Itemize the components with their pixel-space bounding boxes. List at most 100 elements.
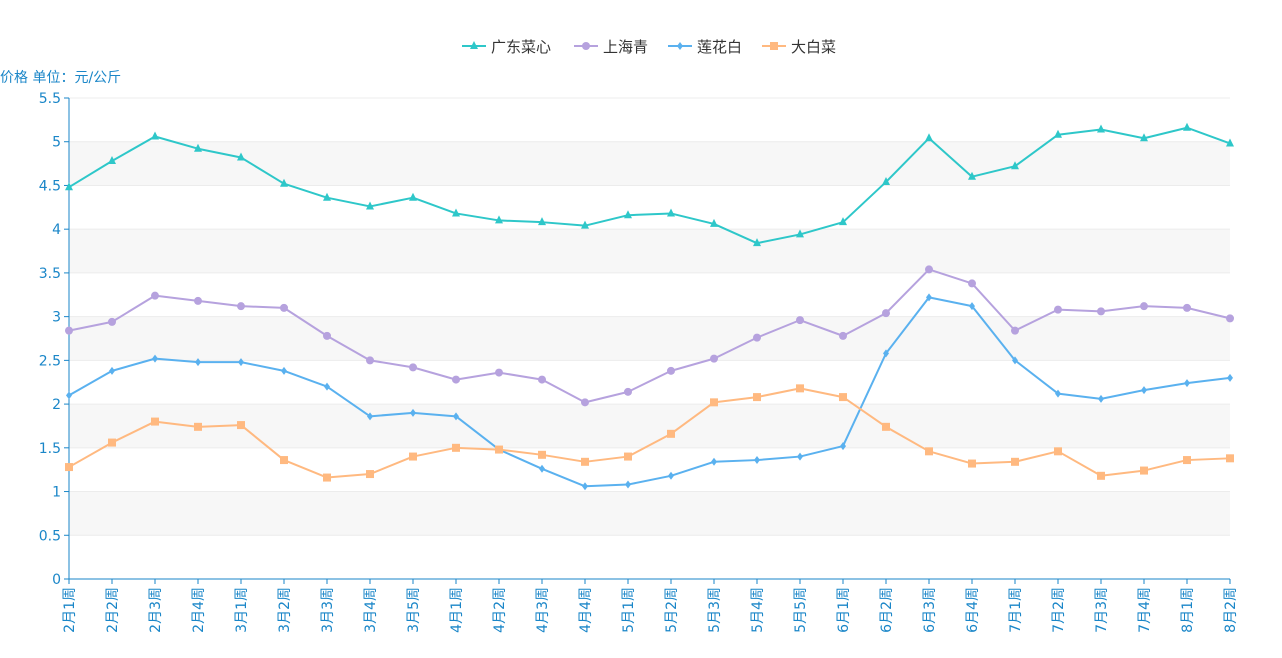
data-point[interactable]: [1097, 471, 1105, 480]
data-point[interactable]: [109, 366, 115, 375]
data-point[interactable]: [926, 293, 932, 302]
data-point[interactable]: [194, 422, 202, 431]
data-point[interactable]: [797, 452, 803, 461]
data-point[interactable]: [452, 375, 460, 384]
data-point[interactable]: [1140, 133, 1148, 142]
data-point[interactable]: [108, 317, 116, 326]
data-point[interactable]: [753, 333, 761, 342]
data-point[interactable]: [409, 363, 417, 372]
data-point[interactable]: [409, 452, 417, 461]
data-point[interactable]: [581, 398, 589, 407]
data-point[interactable]: [1183, 303, 1191, 312]
data-point[interactable]: [324, 382, 330, 391]
data-point[interactable]: [1054, 129, 1062, 138]
data-point[interactable]: [1226, 454, 1234, 463]
legend-item[interactable]: 大白菜: [762, 38, 836, 56]
data-point[interactable]: [1098, 394, 1104, 403]
data-point[interactable]: [538, 375, 546, 384]
data-point[interactable]: [1183, 122, 1191, 131]
data-point[interactable]: [925, 133, 933, 142]
data-point[interactable]: [452, 208, 460, 217]
data-point[interactable]: [410, 408, 416, 417]
data-point[interactable]: [840, 442, 846, 451]
data-point[interactable]: [366, 201, 374, 210]
data-point[interactable]: [1011, 326, 1019, 335]
data-point[interactable]: [968, 459, 976, 468]
data-point[interactable]: [1054, 447, 1062, 456]
data-point[interactable]: [495, 215, 503, 224]
data-point[interactable]: [969, 302, 975, 311]
data-point[interactable]: [495, 368, 503, 377]
data-point[interactable]: [453, 412, 459, 421]
data-point[interactable]: [839, 331, 847, 340]
data-point[interactable]: [754, 456, 760, 465]
data-point[interactable]: [1141, 386, 1147, 395]
data-point[interactable]: [839, 393, 847, 402]
data-point[interactable]: [753, 393, 761, 402]
data-point[interactable]: [323, 192, 331, 201]
data-point[interactable]: [280, 303, 288, 312]
data-point[interactable]: [366, 470, 374, 479]
data-point[interactable]: [366, 356, 374, 365]
data-point[interactable]: [538, 217, 546, 226]
data-point[interactable]: [367, 412, 373, 421]
data-point[interactable]: [624, 387, 632, 396]
data-point[interactable]: [925, 447, 933, 456]
data-point[interactable]: [151, 291, 159, 300]
data-point[interactable]: [1011, 457, 1019, 466]
data-point[interactable]: [711, 457, 717, 466]
data-point[interactable]: [151, 417, 159, 426]
data-point[interactable]: [66, 391, 72, 400]
data-point[interactable]: [925, 265, 933, 274]
data-point[interactable]: [625, 480, 631, 489]
data-point[interactable]: [409, 192, 417, 201]
data-point[interactable]: [65, 182, 73, 191]
data-point[interactable]: [581, 457, 589, 466]
data-point[interactable]: [539, 464, 545, 473]
data-point[interactable]: [108, 438, 116, 447]
data-point[interactable]: [237, 421, 245, 430]
legend-item[interactable]: 莲花白: [668, 38, 742, 56]
data-point[interactable]: [65, 463, 73, 472]
data-point[interactable]: [1226, 138, 1234, 147]
data-point[interactable]: [839, 217, 847, 226]
data-point[interactable]: [65, 326, 73, 335]
legend-item[interactable]: 广东菜心: [462, 38, 551, 56]
data-point[interactable]: [323, 473, 331, 482]
data-point[interactable]: [1140, 302, 1148, 311]
data-point[interactable]: [237, 302, 245, 311]
data-point[interactable]: [281, 366, 287, 375]
data-point[interactable]: [237, 152, 245, 161]
data-point[interactable]: [1227, 373, 1233, 382]
data-point[interactable]: [968, 279, 976, 288]
data-point[interactable]: [323, 331, 331, 340]
data-point[interactable]: [624, 452, 632, 461]
data-point[interactable]: [538, 450, 546, 459]
data-point[interactable]: [582, 482, 588, 491]
data-point[interactable]: [883, 349, 889, 358]
data-point[interactable]: [280, 456, 288, 465]
data-point[interactable]: [1226, 314, 1234, 323]
data-point[interactable]: [796, 229, 804, 238]
data-point[interactable]: [710, 398, 718, 407]
legend-item[interactable]: 上海青: [574, 38, 648, 56]
data-point[interactable]: [1011, 161, 1019, 170]
data-point[interactable]: [667, 208, 675, 217]
data-point[interactable]: [280, 178, 288, 187]
data-point[interactable]: [668, 471, 674, 480]
data-point[interactable]: [710, 218, 718, 227]
data-point[interactable]: [581, 220, 589, 229]
data-point[interactable]: [1140, 466, 1148, 475]
data-point[interactable]: [194, 143, 202, 152]
data-point[interactable]: [1054, 305, 1062, 314]
data-point[interactable]: [1055, 389, 1061, 398]
data-point[interactable]: [667, 366, 675, 375]
data-point[interactable]: [667, 429, 675, 438]
data-point[interactable]: [1097, 124, 1105, 133]
data-point[interactable]: [624, 210, 632, 219]
data-point[interactable]: [882, 309, 890, 318]
data-point[interactable]: [194, 296, 202, 305]
data-point[interactable]: [238, 358, 244, 367]
data-point[interactable]: [882, 176, 890, 185]
data-point[interactable]: [152, 354, 158, 363]
